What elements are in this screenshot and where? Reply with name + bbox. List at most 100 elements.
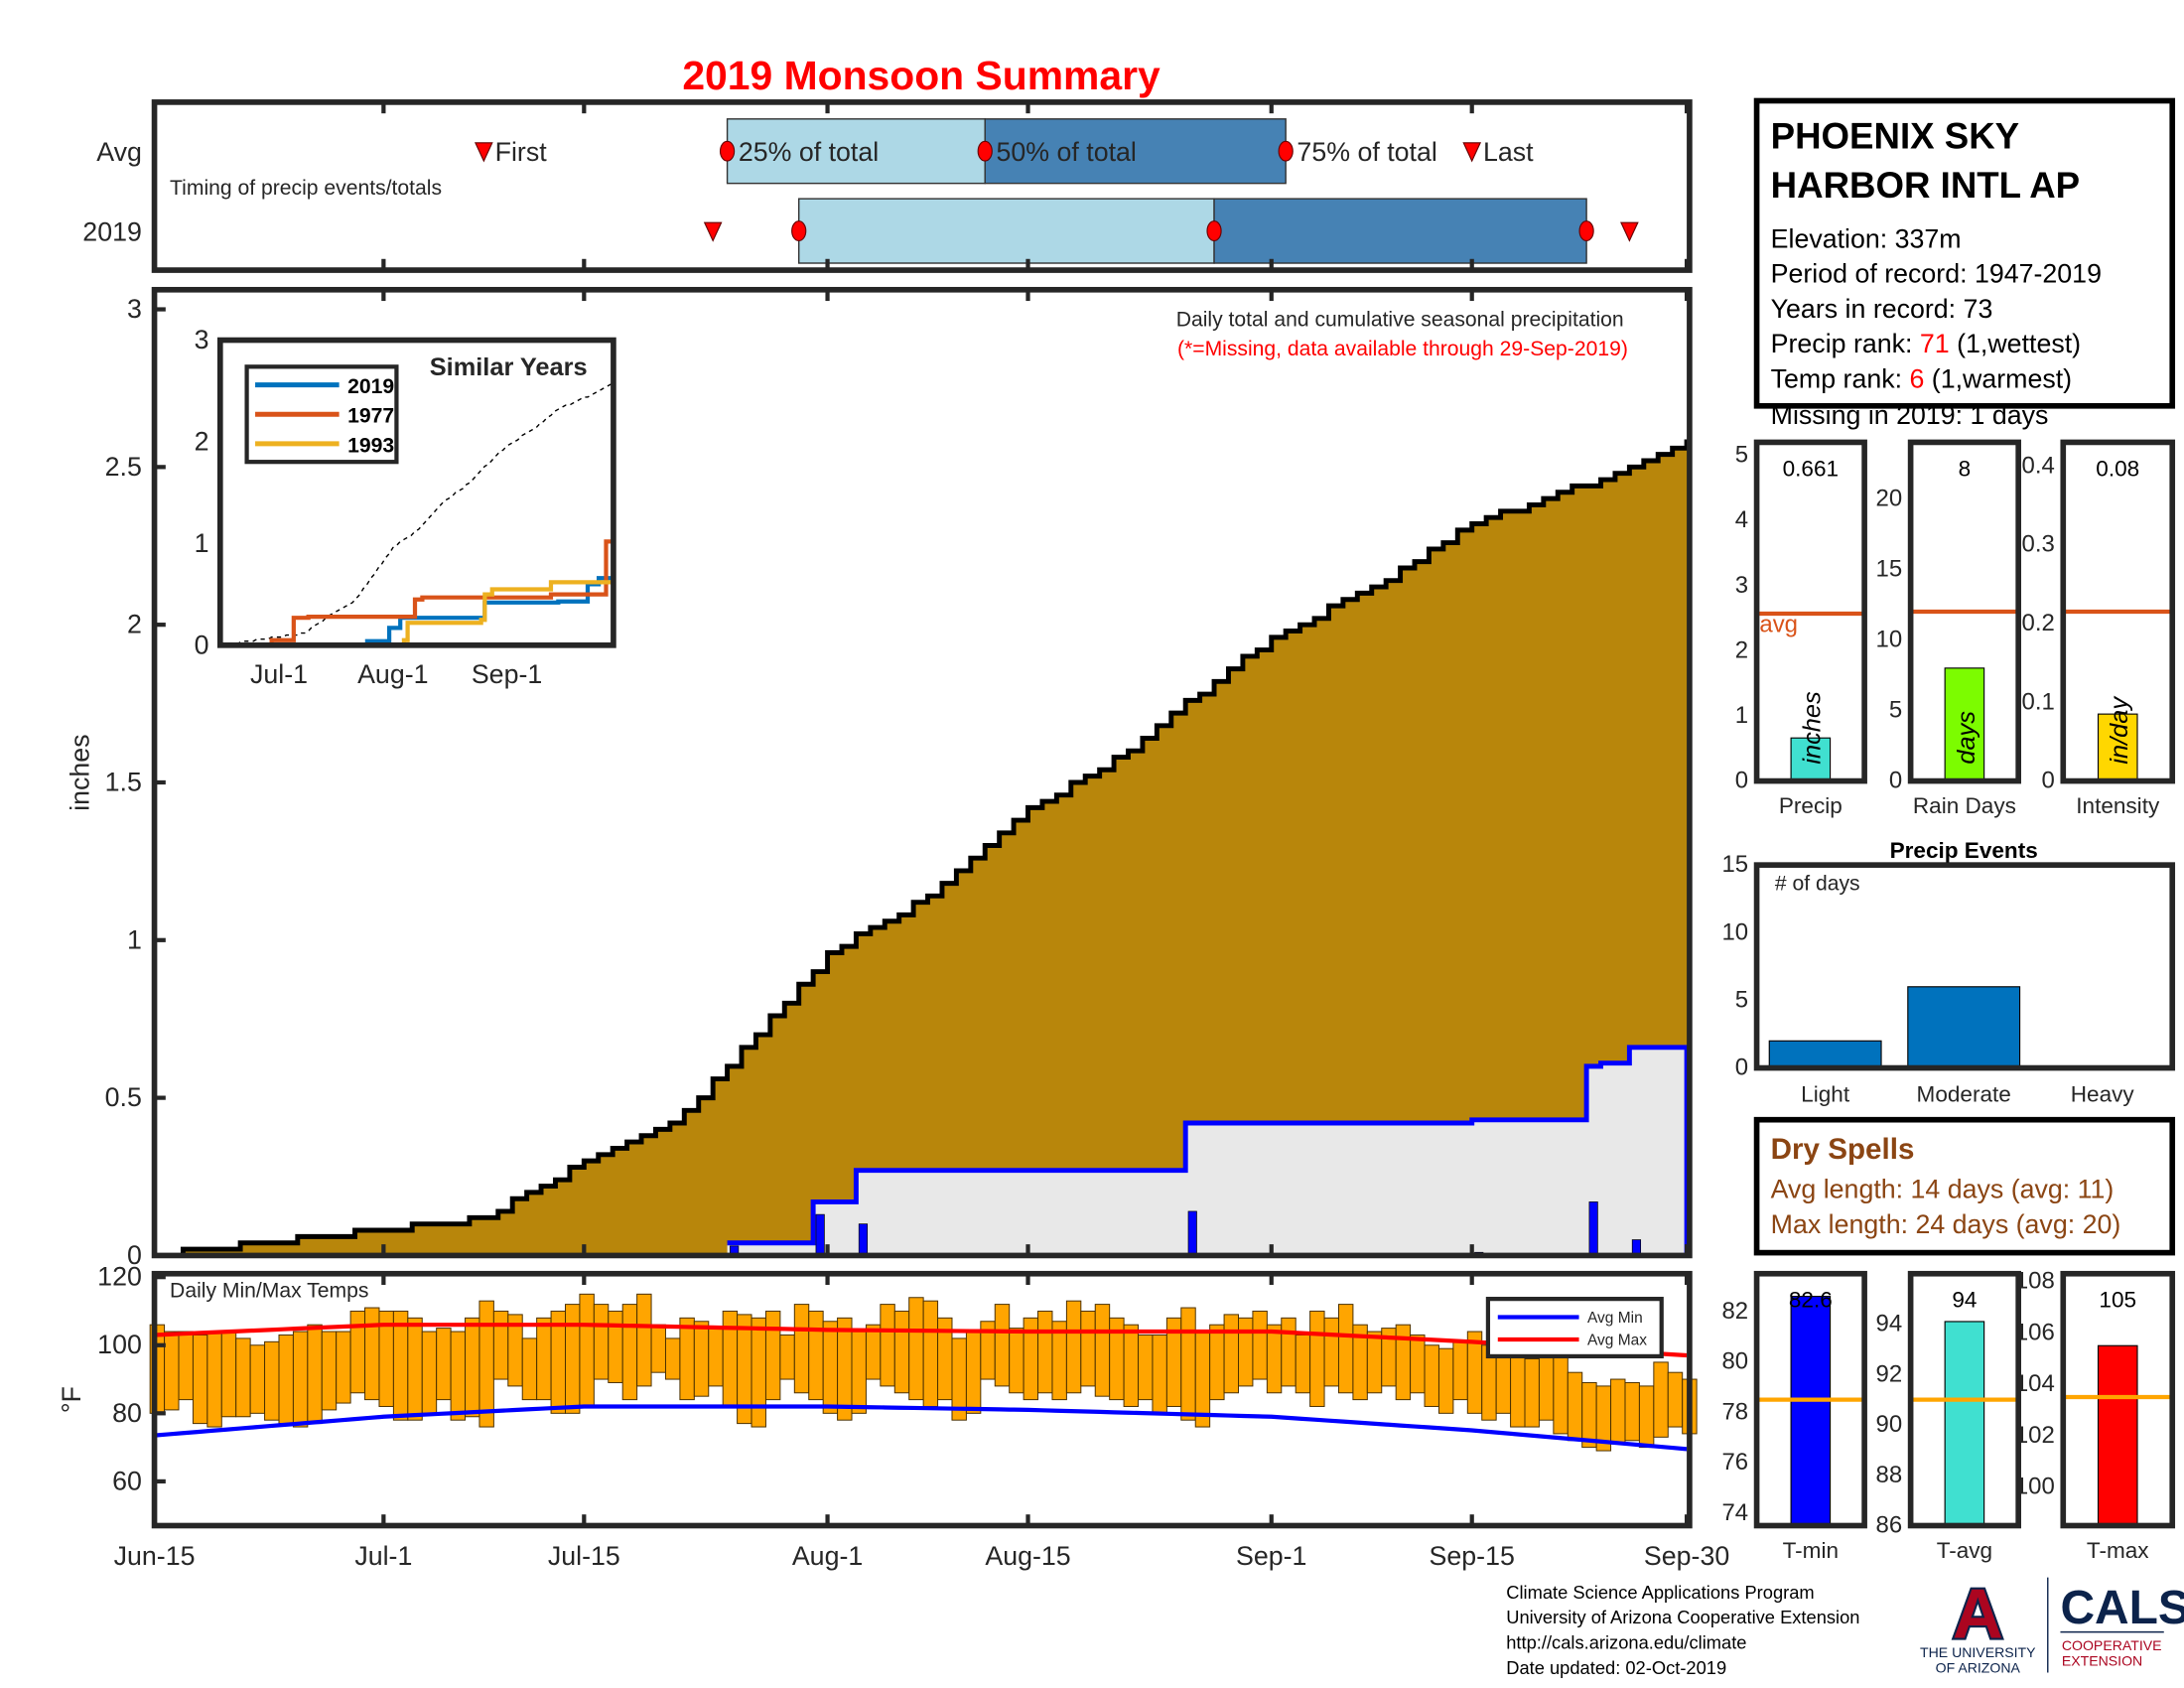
footer-line-3: http://cals.arizona.edu/climate xyxy=(1506,1632,1746,1653)
daily-temp-range-bar xyxy=(851,1331,867,1414)
daily-temp-range-bar xyxy=(664,1337,681,1380)
temps-y-tick-label: 120 xyxy=(97,1262,142,1292)
t-avg-y-tick-label: 92 xyxy=(1876,1360,1903,1387)
dry-spells-frame xyxy=(1753,1116,2176,1256)
daily-temp-range-bar xyxy=(1037,1310,1053,1394)
cals-logo: CALS xyxy=(2060,1582,2184,1634)
daily-temp-range-bar xyxy=(1624,1381,1640,1442)
temps-y-tick-label: 80 xyxy=(112,1398,142,1428)
daily-temp-range-bar xyxy=(1123,1324,1140,1407)
daily-temp-range-bar xyxy=(1538,1351,1555,1421)
temps-frame xyxy=(151,1270,1693,1529)
daily-temp-range-bar xyxy=(722,1310,739,1407)
daily-temp-range-bar xyxy=(693,1321,710,1397)
timing-avg-first-half-box xyxy=(726,118,986,185)
temps-y-tick-label: 100 xyxy=(97,1330,142,1359)
timing-2019-25pct-marker xyxy=(791,220,807,242)
intensity-label: Intensity xyxy=(2076,793,2160,818)
cals-line-1: COOPERATIVE xyxy=(2062,1637,2162,1653)
page-title: 2019 Monsoon Summary xyxy=(682,53,1160,98)
daily-temp-range-bar xyxy=(893,1310,910,1394)
rain-days-y-tick-label: 0 xyxy=(1889,768,1902,794)
timing-2019-first-marker xyxy=(703,221,723,242)
rain-days-y-tick-label: 20 xyxy=(1876,485,1903,511)
daily-temp-range-bar xyxy=(392,1310,409,1421)
daily-temp-range-bar xyxy=(321,1331,338,1411)
daily-temp-range-bar xyxy=(1152,1334,1167,1414)
precip-events-y-tick-label: 0 xyxy=(1735,1055,1748,1081)
intensity-frame xyxy=(2060,439,2176,784)
daily-temp-range-bar xyxy=(478,1300,494,1428)
rain-days-label: Rain Days xyxy=(1913,793,2016,818)
y-tick-label: 1.5 xyxy=(105,767,142,796)
daily-temp-range-bar xyxy=(1223,1314,1239,1394)
inset-legend-label-2019: 2019 xyxy=(347,375,394,398)
temp-rank-value: 6 xyxy=(1909,363,1924,393)
daily-temp-range-bar xyxy=(292,1331,309,1428)
precip-events-title: Precip Events xyxy=(1890,838,2038,863)
main-chart-note: (*=Missing, data available through 29-Se… xyxy=(1177,338,1628,360)
daily-temp-range-bar xyxy=(1309,1310,1325,1407)
daily-temp-range-bar xyxy=(1553,1354,1569,1435)
daily-temp-range-bar xyxy=(1009,1328,1024,1394)
footer-line-1: Climate Science Applications Program xyxy=(1506,1582,1814,1603)
precip-label: Precip xyxy=(1779,793,1843,818)
daily-temp-range-bar xyxy=(1410,1334,1426,1394)
t-avg-y-tick-label: 94 xyxy=(1876,1311,1903,1337)
dry-spells-box: Dry Spells Avg length: 14 days (avg: 11)… xyxy=(1753,1116,2176,1256)
main-precip-chart: 0 0.5 1 1.5 2 2.5 3 Jun-15 Jul-1 Jul-15 Aug-1 Aug-1… xyxy=(105,101,1729,1571)
station-precip-rank: Precip rank: 71 (1,wettest) xyxy=(1771,329,2081,358)
daily-temp-range-bar xyxy=(751,1317,766,1428)
daily-precip-bar xyxy=(1588,1201,1598,1256)
timing-row-2019: 2019 xyxy=(82,216,142,246)
inset-y-tick-label: 3 xyxy=(195,325,209,354)
daily-temp-range-bar xyxy=(636,1293,652,1387)
timing-avg-first-marker xyxy=(475,142,493,163)
temps-legend: Avg Min Avg Max xyxy=(1485,1297,1664,1359)
daily-temp-range-bar xyxy=(249,1344,266,1414)
timing-avg-75pct-marker xyxy=(1278,140,1294,162)
timing-avg-25pct-marker xyxy=(719,140,736,162)
daily-temp-range-bar xyxy=(1638,1385,1655,1449)
t-min-label: T-min xyxy=(1783,1538,1839,1563)
temps-y-tick-label: 60 xyxy=(112,1466,142,1495)
cumulative-2019-line xyxy=(727,1045,1690,1256)
intensity-y-tick-label: 0.4 xyxy=(2022,452,2055,479)
t-avg-y-tick-label: 88 xyxy=(1876,1462,1903,1488)
x-tick-label: Sep-1 xyxy=(1236,1541,1306,1571)
t-min-y-tick-label: 74 xyxy=(1721,1499,1748,1526)
daily-temp-range-bar xyxy=(1138,1334,1154,1401)
daily-temp-range-bar xyxy=(1610,1378,1626,1445)
precip-events-bar-light xyxy=(1768,1040,1882,1069)
daily-temp-range-bar xyxy=(764,1310,781,1401)
t-min-value-label: 82.6 xyxy=(1789,1288,1833,1313)
y-tick-label: 2.5 xyxy=(105,452,142,482)
inset-series-1977 xyxy=(219,539,614,647)
t-avg-label: T-avg xyxy=(1937,1538,1992,1563)
station-info: PHOENIX SKY HARBOR INTL AP Elevation: 33… xyxy=(1753,97,2176,430)
daily-temp-range-bar xyxy=(492,1310,509,1380)
daily-temp-range-bar xyxy=(922,1300,939,1407)
timing-avg-second-half-box xyxy=(984,118,1287,185)
daily-temp-range-bar xyxy=(465,1317,480,1418)
dry-spells-avg: Avg length: 14 days (avg: 11) xyxy=(1771,1175,2115,1204)
intensity-y-tick-label: 0.1 xyxy=(2022,688,2055,715)
intensity-value-label: 0.08 xyxy=(2096,456,2139,481)
legend-avg-min: Avg Min xyxy=(1587,1310,1643,1327)
daily-temp-range-bar xyxy=(206,1331,222,1428)
summary-bar-charts: 0 1 2 3 4 5 0.661 Precip inches avg 0 5 10 15 20 8 Rain … xyxy=(1721,439,2176,1563)
station-years: Years in record: 73 xyxy=(1771,294,1993,324)
y-tick-label: 1 xyxy=(127,924,142,954)
precip-events-frame xyxy=(1753,862,2176,1071)
dry-spells-max: Max length: 24 days (avg: 20) xyxy=(1771,1209,2121,1239)
timing-label-last: Last xyxy=(1483,137,1534,167)
t-avg-bar xyxy=(1944,1321,1985,1527)
timing-avg-50pct-marker xyxy=(977,140,993,162)
daily-temp-range-bar xyxy=(593,1304,610,1380)
inset-legend-label-1977: 1977 xyxy=(347,405,394,428)
temps-legend-box xyxy=(1485,1297,1664,1359)
t-max-y-tick-label: 108 xyxy=(2015,1268,2055,1295)
footer-line-4: Date updated: 02-Oct-2019 xyxy=(1506,1657,1726,1678)
precip-events-category-heavy: Heavy xyxy=(2071,1081,2135,1106)
